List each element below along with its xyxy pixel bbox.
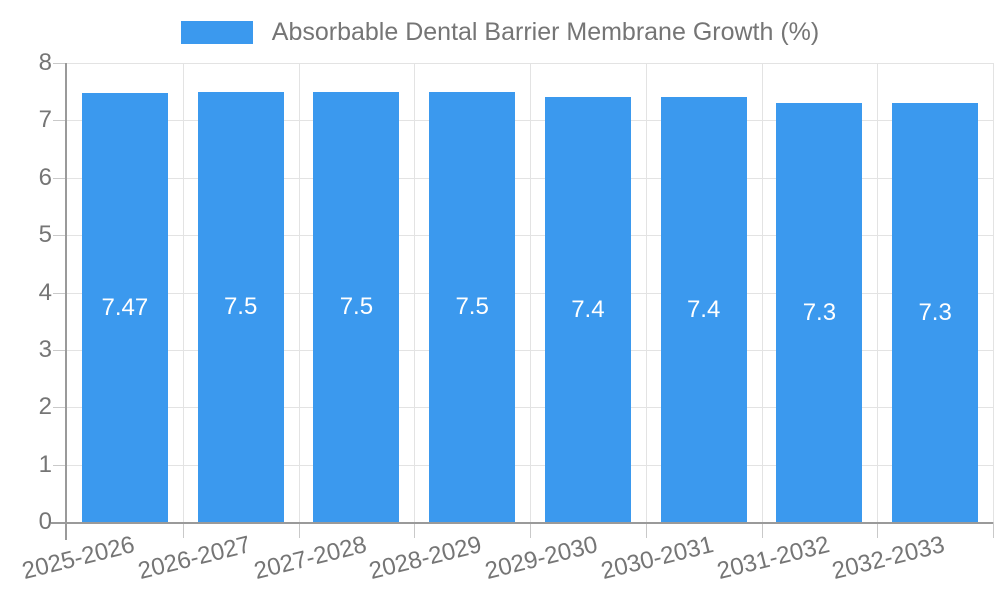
- bar[interactable]: [776, 103, 863, 522]
- y-axis-tick: [53, 464, 67, 466]
- y-axis-label: 0: [38, 508, 52, 535]
- bar[interactable]: [892, 103, 979, 522]
- y-axis-label: 1: [38, 450, 52, 478]
- v-gridline: [761, 63, 763, 522]
- x-axis-label: 2027-2028: [251, 531, 369, 585]
- y-axis-label: 3: [38, 335, 52, 363]
- v-gridline: [530, 63, 531, 522]
- bar-value-label: 7.5: [455, 292, 489, 320]
- x-axis-tick: [530, 522, 531, 538]
- y-axis-tick: [53, 407, 67, 409]
- y-axis-tick: [53, 349, 67, 351]
- x-axis-label: 2029-2030: [482, 531, 601, 585]
- x-axis-tick: [414, 522, 416, 538]
- x-axis-label: 2028-2029: [366, 531, 485, 585]
- y-axis-tick: [53, 177, 67, 179]
- legend[interactable]: Absorbable Dental Barrier Membrane Growt…: [0, 18, 1000, 47]
- y-axis-label: 7: [38, 106, 52, 134]
- bar-value-label: 7.5: [339, 292, 374, 320]
- v-gridline: [645, 63, 647, 522]
- x-axis-tick: [877, 522, 879, 538]
- bar[interactable]: [660, 97, 747, 522]
- x-axis-label: 2026-2027: [135, 531, 254, 585]
- x-axis-label: 2032-2033: [829, 531, 948, 585]
- bar-value-label: 7.3: [918, 298, 952, 326]
- x-axis-line: [51, 522, 993, 524]
- bar[interactable]: [197, 91, 284, 522]
- v-gridline: [182, 63, 184, 522]
- y-axis-tick: [53, 120, 67, 122]
- bar[interactable]: [313, 91, 400, 522]
- x-axis-label: 2025-2026: [19, 531, 138, 585]
- y-axis-label: 4: [38, 278, 52, 306]
- bar-value-label: 7.5: [223, 292, 258, 320]
- bar[interactable]: [81, 93, 168, 522]
- x-axis-tick: [645, 522, 647, 538]
- x-axis-label: 2031-2032: [714, 531, 832, 585]
- y-axis-label: 6: [38, 163, 52, 191]
- v-gridline: [414, 63, 416, 522]
- y-axis-tick: [53, 63, 67, 64]
- bar-value-label: 7.4: [686, 295, 721, 323]
- x-axis-tick: [298, 522, 300, 538]
- bar-value-label: 7.4: [571, 295, 605, 323]
- x-axis-tick: [761, 522, 763, 538]
- v-gridline: [877, 63, 879, 522]
- y-axis-tick: [53, 235, 67, 237]
- bar[interactable]: [429, 91, 516, 522]
- bar-value-label: 7.47: [101, 293, 149, 321]
- y-axis-label: 5: [38, 221, 52, 249]
- y-axis-label: 8: [38, 49, 52, 76]
- y-axis-line: [65, 63, 67, 540]
- legend-label: Absorbable Dental Barrier Membrane Growt…: [271, 18, 820, 46]
- bar[interactable]: [544, 97, 631, 522]
- bar-value-label: 7.3: [802, 298, 837, 326]
- x-axis-label: 2030-2031: [598, 531, 717, 585]
- legend-swatch[interactable]: [180, 21, 253, 44]
- y-axis-label: 2: [38, 393, 52, 421]
- v-gridline: [298, 63, 300, 522]
- y-axis-tick: [53, 292, 67, 294]
- v-gridline: [993, 63, 994, 522]
- x-axis-tick: [993, 522, 994, 538]
- x-axis-tick: [182, 522, 184, 538]
